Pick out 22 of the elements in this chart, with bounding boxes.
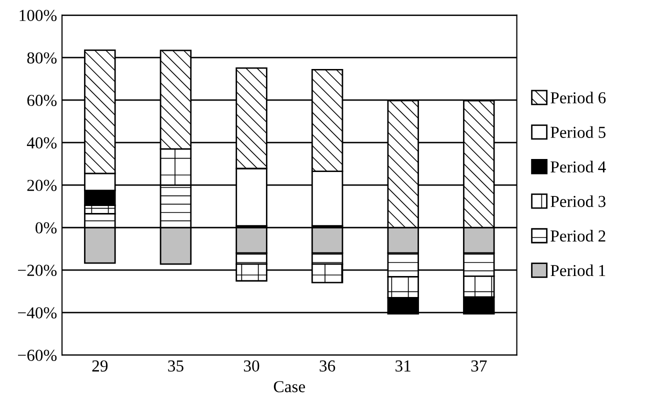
y-tick-label: 60%	[27, 94, 57, 106]
legend-label: Period 4	[550, 160, 606, 173]
x-tick-label: 31	[396, 360, 410, 372]
legend-label: Period 1	[550, 264, 606, 276]
y-tick-label: −60%	[18, 350, 57, 362]
x-tick-label: 29	[92, 360, 108, 372]
y-tick-label: 0%	[36, 222, 57, 234]
x-tick-label: 30	[244, 360, 260, 372]
y-tick-label: 20%	[27, 180, 57, 192]
legend-label: Period 5	[550, 126, 606, 138]
x-axis-title: Case	[274, 381, 306, 392]
y-tick-label: −40%	[18, 307, 57, 319]
legend-label: Period 2	[550, 230, 606, 242]
y-tick-label: −20%	[18, 264, 57, 276]
legend-label: Period 6	[550, 92, 606, 104]
y-tick-label: 40%	[26, 137, 57, 149]
x-tick-label: 36	[320, 360, 336, 372]
y-tick-label: 100%	[20, 10, 57, 22]
x-tick-label: 35	[168, 360, 184, 372]
x-tick-label: 37	[471, 360, 487, 372]
legend-label: Period 3	[550, 195, 606, 208]
y-tick-label: 80%	[27, 52, 57, 64]
